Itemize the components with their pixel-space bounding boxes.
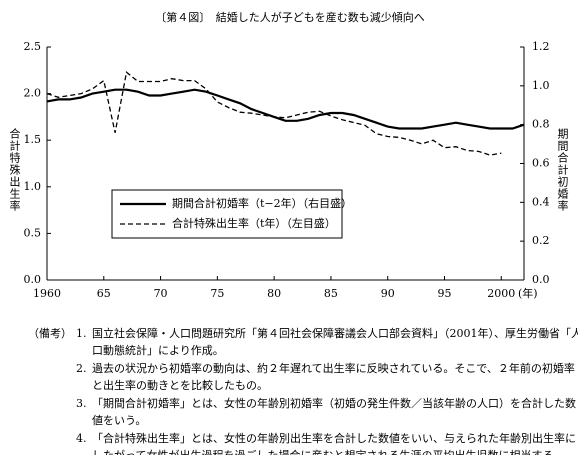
chart-title: 〔第４図〕 結婚した人が子どもを産む数も減少傾向へ — [155, 10, 425, 24]
x-tick-label: 75 — [210, 287, 224, 300]
y-tick-label: 1.5 — [24, 133, 42, 146]
y2-tick-label: 0.6 — [532, 157, 550, 170]
note-number: 3. — [76, 397, 87, 410]
x-tick-label: 1960 — [33, 287, 61, 300]
x-tick-label: 2000 — [487, 287, 515, 300]
x-tick-label: 65 — [97, 287, 111, 300]
y2-tick-label: 0.2 — [532, 234, 550, 247]
legend-label: 合計特殊出生率（t年）（左目盛） — [172, 216, 336, 230]
legend-box — [111, 189, 343, 239]
y-axis-title: 合計特殊出生率 — [8, 127, 21, 212]
note-number: 2. — [76, 362, 87, 375]
note-text: 口動態統計」により作成。 — [92, 343, 224, 357]
x-tick-label: 70 — [154, 287, 168, 300]
y-tick-label: 2.0 — [24, 87, 42, 100]
note-text: 国立社会保障・人口問題研究所「第４回社会保障審議会人口部会資料」（2001年）、… — [92, 326, 578, 340]
series-line — [46, 88, 525, 130]
x-tick-label: 80 — [267, 287, 281, 300]
note-text: したがって女性が出生過程を過ごした場合に産むと想定される生涯の平均出生児数に相当… — [92, 448, 564, 455]
x-axis-title: (年) — [518, 286, 538, 300]
series-line — [46, 71, 502, 156]
note-text: 「期間合計初婚率」とは、女性の年齢別初婚率（初婚の発生件数／当該年齢の人口）を合… — [92, 396, 576, 410]
y-tick-label: 2.5 — [24, 40, 42, 53]
note-number: 4. — [76, 432, 87, 445]
note-text: と出生率の動きとを比較したもの。 — [92, 378, 268, 392]
note-number: 1. — [76, 327, 87, 340]
note-text: 値をいう。 — [92, 414, 146, 427]
legend-label: 期間合計初婚率（t−2年）（右目盛） — [172, 196, 352, 210]
note-text: 「合計特殊出生率」とは、女性の年齢別出生率を合計した数値をいい、与えられた年齢別… — [92, 431, 576, 445]
y-tick-label: 0.0 — [24, 273, 42, 286]
notes-heading: （備考） — [28, 327, 72, 340]
y2-tick-label: 1.0 — [532, 79, 550, 92]
x-tick-label: 95 — [438, 287, 452, 300]
y-tick-label: 0.5 — [24, 226, 42, 239]
y2-axis-title: 期間合計初婚率 — [556, 128, 569, 212]
x-tick-label: 85 — [324, 287, 338, 300]
y-tick-label: 1.0 — [24, 180, 42, 193]
y2-tick-label: 0.8 — [532, 118, 550, 131]
x-tick-label: 90 — [381, 287, 395, 300]
y2-tick-label: 0.4 — [532, 195, 550, 208]
y2-tick-label: 0.0 — [532, 273, 550, 286]
note-text: 過去の状況から初婚率の動向は、約２年遅れて出生率に反映されている。そこで、２年前… — [92, 361, 575, 375]
y2-tick-label: 1.2 — [532, 40, 550, 53]
